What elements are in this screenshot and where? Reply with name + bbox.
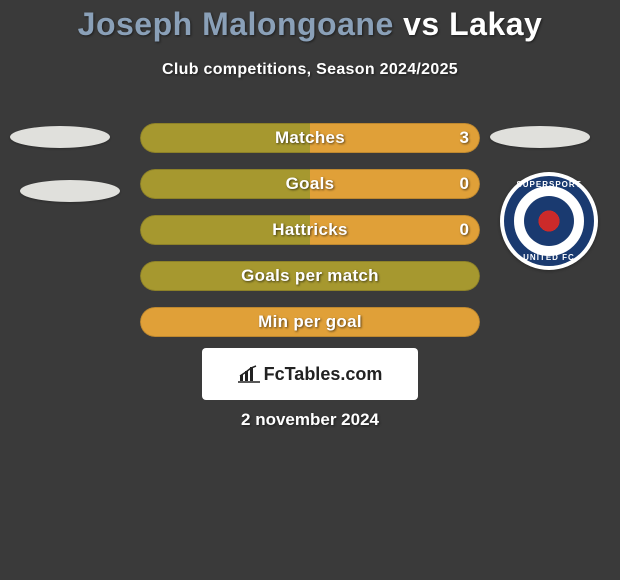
stat-bar [140, 307, 480, 337]
bar-segment-right [310, 215, 480, 245]
stat-row: Min per goal [0, 307, 620, 337]
bar-chart-icon [238, 365, 260, 383]
bar-segment-left [140, 261, 480, 291]
player1-name: Joseph Malongoane [78, 6, 394, 42]
stat-bar [140, 215, 480, 245]
bar-segment-right [310, 123, 480, 153]
footer-date: 2 november 2024 [0, 410, 620, 430]
bar-segment-left [140, 169, 310, 199]
fctables-text: FcTables.com [264, 364, 383, 385]
fctables-logo: FcTables.com [238, 364, 383, 385]
decorative-ellipse [490, 126, 590, 148]
stat-bar [140, 123, 480, 153]
stat-bar [140, 169, 480, 199]
subtitle: Club competitions, Season 2024/2025 [0, 61, 620, 79]
bar-segment-right [310, 169, 480, 199]
stat-row: Goals per match [0, 261, 620, 291]
bar-segment-right [140, 307, 480, 337]
stat-value-right: 0 [460, 169, 469, 199]
club-badge-text-bottom: UNITED FC [500, 253, 598, 262]
club-badge: SUPERSPORT UNITED FC [500, 172, 598, 270]
bar-segment-left [140, 215, 310, 245]
stat-bar [140, 261, 480, 291]
club-badge-center [524, 196, 574, 246]
player2-name: Lakay [449, 6, 542, 42]
comparison-widget: Joseph Malongoane vs Lakay Club competit… [0, 0, 620, 580]
club-badge-text-top: SUPERSPORT [500, 180, 598, 189]
decorative-ellipse [20, 180, 120, 202]
decorative-ellipse [10, 126, 110, 148]
footer-brand-box: FcTables.com [202, 348, 418, 400]
bar-segment-left [140, 123, 310, 153]
stat-value-right: 3 [460, 123, 469, 153]
page-title: Joseph Malongoane vs Lakay [0, 0, 620, 43]
stat-value-right: 0 [460, 215, 469, 245]
vs-text: vs [403, 6, 440, 42]
